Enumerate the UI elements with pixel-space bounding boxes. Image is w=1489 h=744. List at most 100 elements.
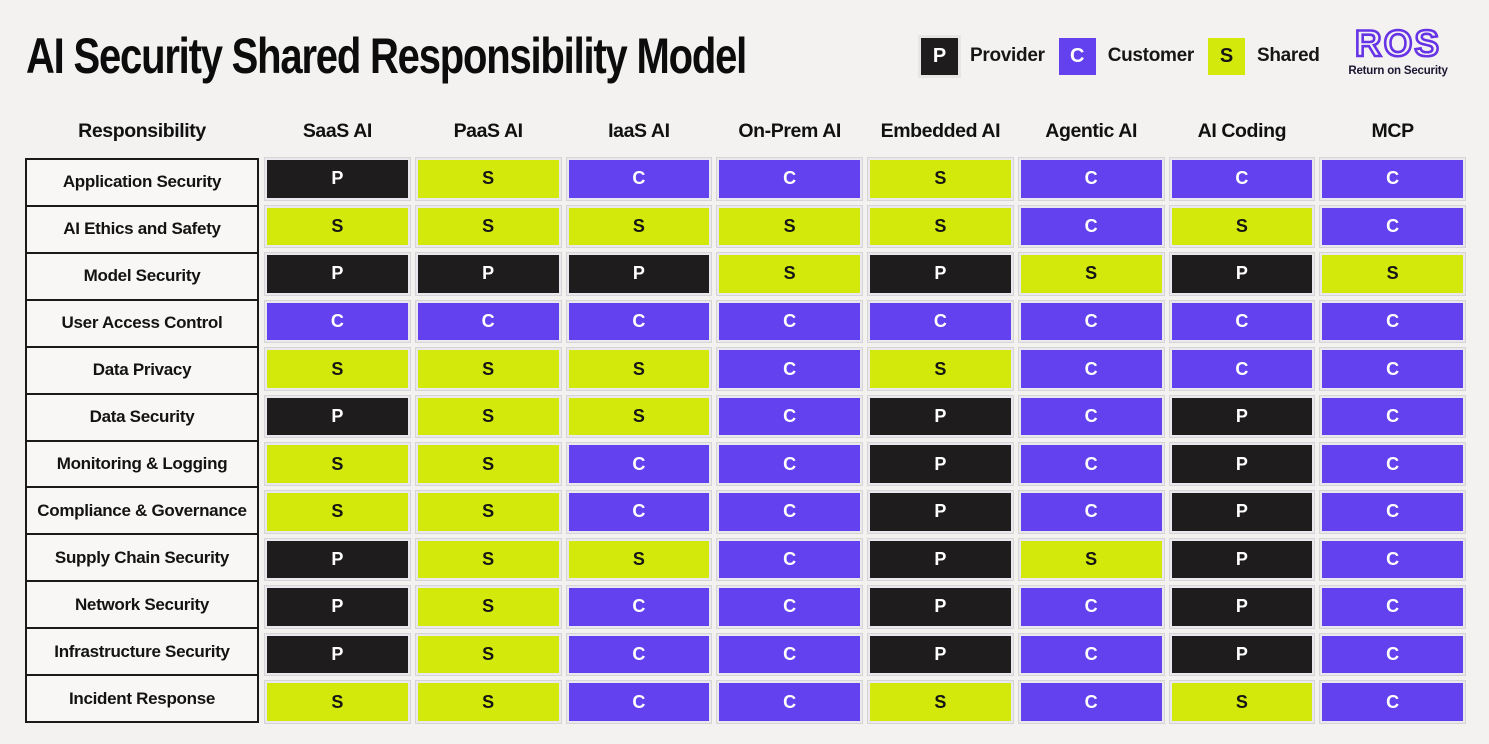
column-header-saas-ai: SaaS AI [302, 119, 373, 142]
provider-swatch: P [921, 37, 958, 75]
matrix-cell-application-security-on-prem-ai: C [716, 157, 863, 201]
matrix-cell-application-security-agentic-ai: C [1017, 157, 1165, 201]
matrix-cell-application-security-saas-ai: P [264, 157, 411, 201]
matrix-cell-data-security-mcp: C [1319, 394, 1466, 439]
matrix-cell-monitoring-logging-embedded-ai: P [867, 442, 1014, 487]
matrix-cell-ai-ethics-and-safety-paas-ai: S [414, 204, 562, 249]
matrix-cell-data-privacy-on-prem-ai: C [716, 347, 863, 391]
row-label-monitoring-logging: Monitoring & Logging [27, 442, 257, 489]
matrix-cell-infrastructure-security-paas-ai: S [414, 632, 562, 677]
matrix-cell-application-security-embedded-ai: S [867, 157, 1014, 201]
matrix-cell-incident-response-iaas-ai: C [565, 680, 713, 724]
matrix-cell-data-privacy-ai-coding: C [1168, 347, 1316, 391]
matrix-cell-ai-ethics-and-safety-ai-coding: S [1168, 204, 1316, 249]
matrix-cell-compliance-governance-on-prem-ai: C [716, 490, 863, 534]
matrix-cell-network-security-on-prem-ai: C [716, 585, 863, 629]
matrix-cell-supply-chain-security-embedded-ai: P [867, 537, 1014, 582]
matrix-cell-ai-ethics-and-safety-mcp: C [1319, 204, 1466, 249]
row-label-ai-ethics-and-safety: AI Ethics and Safety [27, 207, 257, 254]
matrix-cell-data-security-saas-ai: P [264, 394, 411, 439]
matrix-cell-model-security-ai-coding: P [1168, 252, 1316, 296]
matrix-cell-model-security-iaas-ai: P [565, 252, 713, 296]
matrix-cell-network-security-iaas-ai: C [565, 585, 713, 629]
matrix-cell-incident-response-agentic-ai: C [1017, 680, 1165, 724]
matrix-cell-user-access-control-iaas-ai: C [565, 299, 713, 344]
matrix-cell-incident-response-paas-ai: S [414, 680, 562, 724]
column-header-on-prem-ai: On-Prem AI [738, 119, 841, 142]
matrix-cell-monitoring-logging-saas-ai: S [264, 442, 411, 487]
matrix-cell-ai-ethics-and-safety-agentic-ai: C [1017, 204, 1165, 249]
matrix-cell-user-access-control-mcp: C [1319, 299, 1466, 344]
matrix-cell-supply-chain-security-iaas-ai: S [565, 537, 713, 582]
matrix-cell-data-privacy-paas-ai: S [414, 347, 562, 391]
column-header-row: Responsibility SaaS AI PaaS AI IaaS AI On-P… [25, 110, 1465, 152]
matrix-cell-model-security-embedded-ai: P [867, 252, 1014, 296]
row-label-data-security: Data Security [27, 395, 257, 442]
column-header-embedded-ai: Embedded AI [880, 119, 1001, 142]
matrix-cell-model-security-on-prem-ai: S [716, 252, 863, 296]
matrix-cell-network-security-agentic-ai: C [1017, 585, 1165, 629]
provider-label: Provider [970, 45, 1045, 66]
matrix-cell-supply-chain-security-agentic-ai: S [1017, 537, 1165, 582]
page-title: AI Security Shared Responsibility Model [26, 28, 747, 84]
matrix-cell-user-access-control-paas-ai: C [414, 299, 562, 344]
matrix-cell-incident-response-embedded-ai: S [867, 680, 1014, 724]
matrix-cell-network-security-ai-coding: P [1168, 585, 1316, 629]
matrix-cell-monitoring-logging-on-prem-ai: C [716, 442, 863, 487]
matrix-cell-data-security-embedded-ai: P [867, 394, 1014, 439]
matrix-cell-model-security-paas-ai: P [414, 252, 562, 296]
matrix-cell-monitoring-logging-mcp: C [1319, 442, 1466, 487]
matrix-cell-ai-ethics-and-safety-on-prem-ai: S [716, 204, 863, 249]
matrix-cell-infrastructure-security-embedded-ai: P [867, 632, 1014, 677]
matrix-cell-compliance-governance-saas-ai: S [264, 490, 411, 534]
row-label-supply-chain-security: Supply Chain Security [27, 535, 257, 583]
responsibility-matrix: Application Security AI Ethics and Safety… [25, 157, 1466, 724]
matrix-cell-ai-ethics-and-safety-embedded-ai: S [867, 204, 1014, 249]
matrix-cell-compliance-governance-mcp: C [1319, 490, 1466, 534]
matrix-cell-data-security-paas-ai: S [414, 394, 562, 439]
matrix-cell-compliance-governance-iaas-ai: C [565, 490, 713, 534]
row-label-compliance-governance: Compliance & Governance [27, 488, 257, 536]
customer-swatch: C [1058, 37, 1096, 75]
matrix-cell-infrastructure-security-saas-ai: P [264, 632, 411, 677]
ros-logo-wordmark: ROS [1354, 23, 1442, 64]
row-label-infrastructure-security: Infrastructure Security [27, 629, 257, 677]
shared-label: Shared [1256, 45, 1320, 66]
matrix-cell-model-security-saas-ai: P [264, 252, 411, 296]
matrix-cell-data-privacy-saas-ai: S [264, 347, 411, 391]
shared-swatch: S [1207, 37, 1245, 75]
matrix-cell-monitoring-logging-paas-ai: S [414, 442, 562, 487]
matrix-cell-network-security-saas-ai: P [264, 585, 411, 629]
legend-item-shared: S Shared [1207, 37, 1320, 75]
matrix-cell-data-privacy-agentic-ai: C [1017, 347, 1165, 391]
matrix-cell-user-access-control-on-prem-ai: C [716, 299, 863, 344]
matrix-cell-supply-chain-security-on-prem-ai: C [716, 537, 863, 582]
matrix-cell-compliance-governance-embedded-ai: P [867, 490, 1014, 534]
matrix-cell-infrastructure-security-ai-coding: P [1168, 632, 1316, 677]
matrix-cell-user-access-control-embedded-ai: C [867, 299, 1014, 344]
matrix-cell-network-security-paas-ai: S [414, 585, 562, 629]
column-header-agentic-ai: Agentic AI [1045, 119, 1137, 142]
row-label-data-privacy: Data Privacy [27, 348, 257, 395]
responsibility-label-column: Application Security AI Ethics and Safety… [25, 158, 259, 723]
legend-item-provider: P Provider [921, 37, 1045, 75]
matrix-cell-application-security-mcp: C [1319, 157, 1466, 201]
matrix-cell-compliance-governance-paas-ai: S [414, 490, 562, 534]
matrix-cell-application-security-iaas-ai: C [565, 157, 713, 201]
matrix-cell-incident-response-mcp: C [1319, 680, 1466, 724]
matrix-cell-user-access-control-saas-ai: C [264, 299, 411, 344]
row-label-user-access-control: User Access Control [27, 301, 257, 348]
matrix-cell-monitoring-logging-ai-coding: P [1168, 442, 1316, 487]
matrix-cell-ai-ethics-and-safety-iaas-ai: S [565, 204, 713, 249]
matrix-cell-monitoring-logging-agentic-ai: C [1017, 442, 1165, 487]
ros-logo: ROS Return on Security [1343, 23, 1453, 77]
legend: P Provider C Customer S Shared [921, 14, 1320, 98]
matrix-cell-user-access-control-ai-coding: C [1168, 299, 1316, 344]
matrix-cell-data-security-ai-coding: P [1168, 394, 1316, 439]
